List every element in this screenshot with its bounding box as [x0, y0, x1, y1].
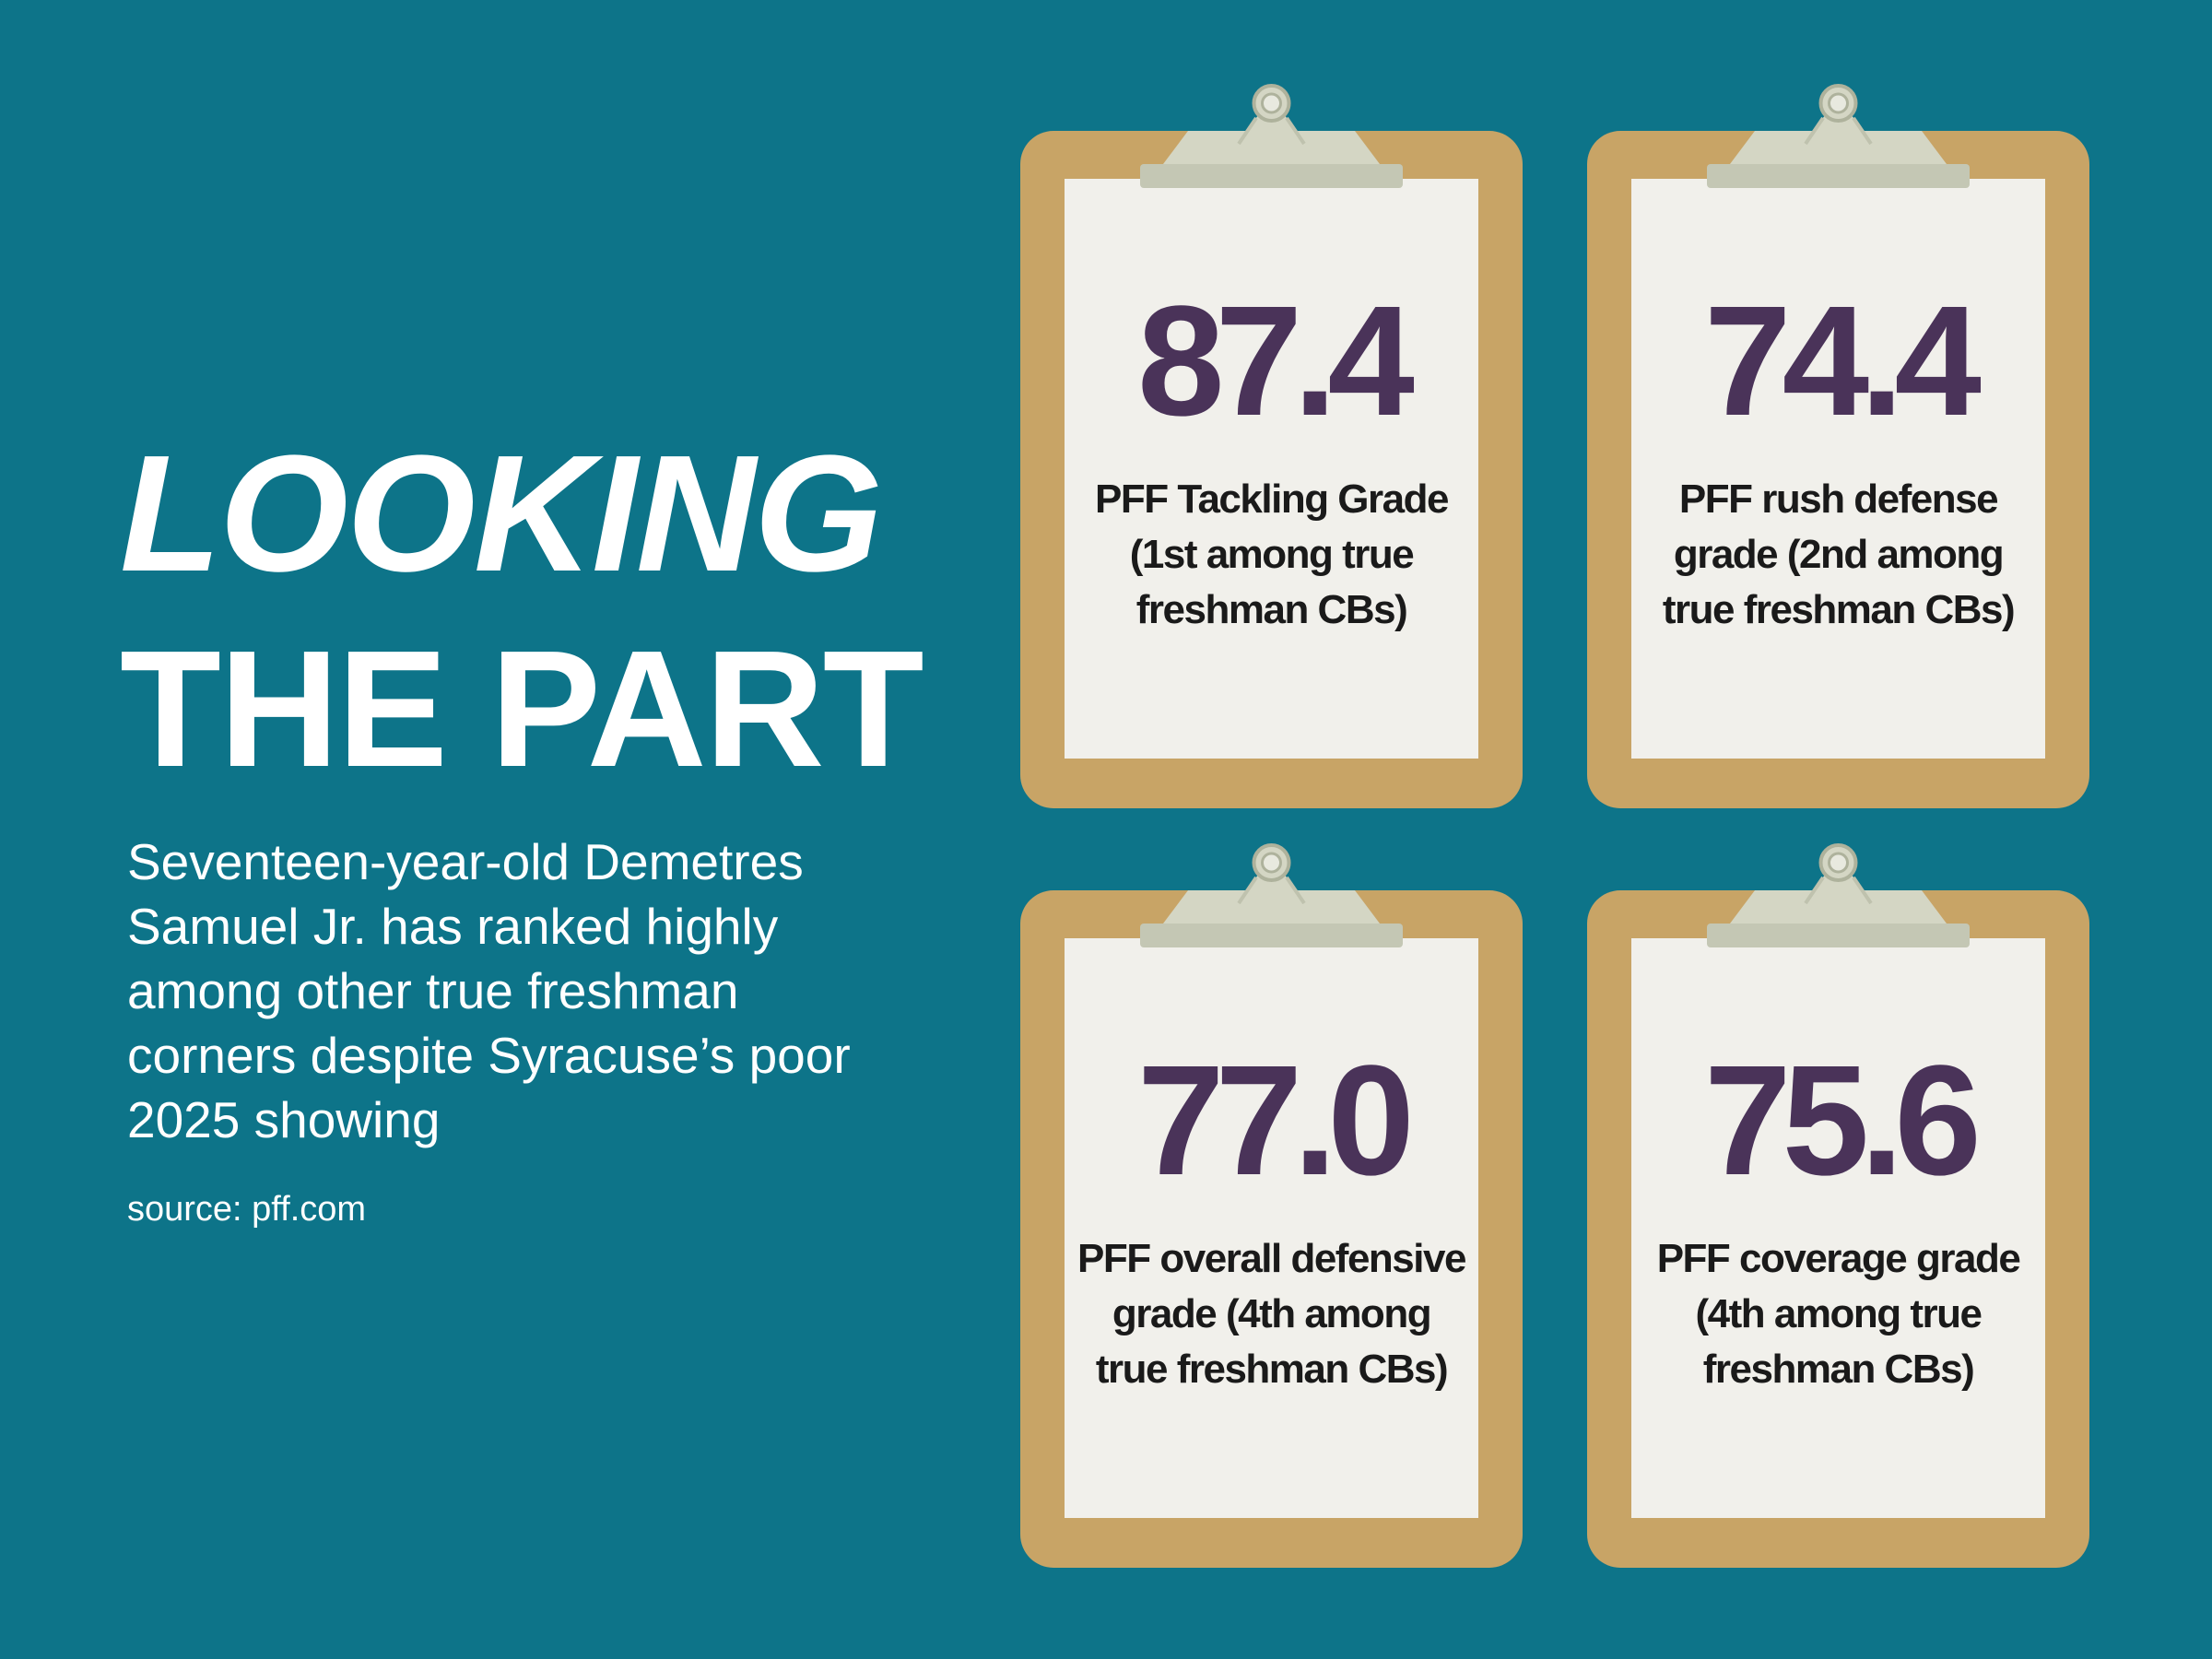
stat-card-overall-defense: 77.0 PFF overall defensive grade (4th am…: [1020, 843, 1523, 1568]
clipboard-paper: [1065, 938, 1478, 1518]
stat-value: 87.4: [1137, 274, 1415, 449]
stat-card-tackling: 87.4 PFF Tackling Grade (1st among true …: [1020, 84, 1523, 808]
clipboard-clip-icon: [1140, 84, 1403, 188]
clipboard-paper: [1631, 938, 2045, 1518]
stat-value: 74.4: [1704, 274, 1982, 449]
stat-card-coverage: 75.6 PFF coverage grade (4th among true …: [1587, 843, 2089, 1568]
stat-value: 75.6: [1704, 1033, 1982, 1208]
clipboard-paper: [1065, 179, 1478, 759]
subtitle: Seventeen-year-old Demetres Samuel Jr. h…: [127, 833, 851, 1148]
source-note: source: pff.com: [127, 1190, 367, 1229]
clipboard-clip-icon: [1707, 84, 1970, 188]
stat-label: PFF coverage grade (4th among true fresh…: [1656, 1236, 2021, 1392]
stat-label: PFF rush defense grade (2nd among true f…: [1662, 477, 2016, 632]
headline: LOOKING THE PART: [120, 417, 924, 807]
clipboard-clip-icon: [1707, 843, 1970, 947]
headline-line-1: LOOKING: [120, 421, 883, 606]
stat-card-rush-defense: 74.4 PFF rush defense grade (2nd among t…: [1587, 84, 2089, 808]
stat-value: 77.0: [1137, 1033, 1415, 1208]
clipboard-paper: [1631, 179, 2045, 759]
headline-line-2: THE PART: [120, 617, 924, 802]
stat-label: PFF Tackling Grade (1st among true fresh…: [1095, 477, 1449, 632]
stat-label: PFF overall defensive grade (4th among t…: [1077, 1236, 1466, 1392]
clipboard-clip-icon: [1140, 843, 1403, 947]
